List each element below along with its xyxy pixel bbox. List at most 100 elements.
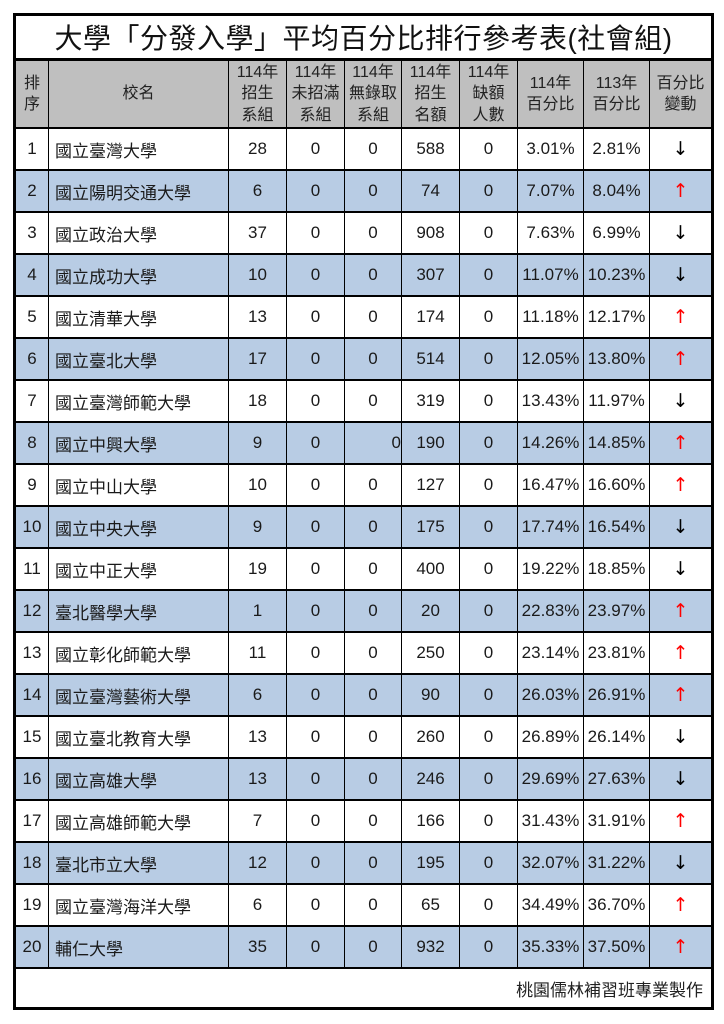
col-header-pct_114: 114年 百分比 <box>517 58 584 129</box>
shortage-cell: 0 <box>459 883 518 927</box>
table-row: 10 國立中央大學 9 0 0 175 0 17.74% 16.54% ↓ <box>14 505 714 549</box>
shortage-cell: 0 <box>459 211 518 255</box>
shortage-cell: 0 <box>459 673 518 717</box>
rank-cell: 11 <box>14 547 49 591</box>
quota-cell: 250 <box>401 631 460 675</box>
trend-up-arrow-icon: ↑ <box>648 421 714 465</box>
col-header-change: 百分比 變動 <box>648 58 714 129</box>
school-name-cell: 國立陽明交通大學 <box>48 169 229 213</box>
pct_114-cell: 12.05% <box>517 337 584 381</box>
quota-cell: 175 <box>401 505 460 549</box>
quota-cell: 514 <box>401 337 460 381</box>
pct_113-cell: 11.97% <box>583 379 650 423</box>
pct_114-cell: 34.49% <box>517 883 584 927</box>
unfilled-cell: 0 <box>286 757 345 801</box>
table-row: 16 國立高雄大學 13 0 0 246 0 29.69% 27.63% ↓ <box>14 757 714 801</box>
pct_114-cell: 19.22% <box>517 547 584 591</box>
trend-down-arrow-icon: ↓ <box>648 379 714 423</box>
pct_114-cell: 26.03% <box>517 673 584 717</box>
pct_114-cell: 29.69% <box>517 757 584 801</box>
shortage-cell: 0 <box>459 169 518 213</box>
no_admission-cell: 0 <box>344 421 402 465</box>
col-header-no_admission: 114年 無錄取 系組 <box>344 58 402 129</box>
rank-cell: 12 <box>14 589 49 633</box>
pct_114-cell: 22.83% <box>517 589 584 633</box>
rank-cell: 16 <box>14 757 49 801</box>
table-row: 8 國立中興大學 9 0 0 190 0 14.26% 14.85% ↑ <box>14 421 714 465</box>
rank-cell: 1 <box>14 127 49 171</box>
no_admission-cell: 0 <box>344 337 402 381</box>
school-name-cell: 國立高雄師範大學 <box>48 799 229 843</box>
groups-cell: 1 <box>228 589 287 633</box>
quota-cell: 174 <box>401 295 460 339</box>
unfilled-cell: 0 <box>286 505 345 549</box>
groups-cell: 37 <box>228 211 287 255</box>
pct_114-cell: 7.63% <box>517 211 584 255</box>
groups-cell: 18 <box>228 379 287 423</box>
unfilled-cell: 0 <box>286 127 345 171</box>
trend-down-arrow-icon: ↓ <box>648 211 714 255</box>
shortage-cell: 0 <box>459 505 518 549</box>
unfilled-cell: 0 <box>286 253 345 297</box>
pct_113-cell: 37.50% <box>583 925 650 969</box>
pct_114-cell: 17.74% <box>517 505 584 549</box>
col-header-school: 校名 <box>48 58 229 129</box>
page-title: 大學「分發入學」平均百分比排行參考表(社會組) <box>13 13 714 61</box>
shortage-cell: 0 <box>459 127 518 171</box>
no_admission-cell: 0 <box>344 169 402 213</box>
col-header-pct_113: 113年 百分比 <box>583 58 650 129</box>
school-name-cell: 國立清華大學 <box>48 295 229 339</box>
no_admission-cell: 0 <box>344 211 402 255</box>
no_admission-cell: 0 <box>344 295 402 339</box>
table-row: 15 國立臺北教育大學 13 0 0 260 0 26.89% 26.14% ↓ <box>14 715 714 759</box>
quota-cell: 190 <box>401 421 460 465</box>
groups-cell: 10 <box>228 253 287 297</box>
unfilled-cell: 0 <box>286 925 345 969</box>
shortage-cell: 0 <box>459 757 518 801</box>
no_admission-cell: 0 <box>344 799 402 843</box>
trend-up-arrow-icon: ↑ <box>648 673 714 717</box>
school-name-cell: 國立臺灣大學 <box>48 127 229 171</box>
pct_114-cell: 11.18% <box>517 295 584 339</box>
title-row: 大學「分發入學」平均百分比排行參考表(社會組) <box>13 13 714 61</box>
groups-cell: 10 <box>228 463 287 507</box>
shortage-cell: 0 <box>459 799 518 843</box>
pct_113-cell: 31.22% <box>583 841 650 885</box>
groups-cell: 11 <box>228 631 287 675</box>
no_admission-cell: 0 <box>344 379 402 423</box>
trend-up-arrow-icon: ↑ <box>648 883 714 927</box>
school-name-cell: 國立彰化師範大學 <box>48 631 229 675</box>
school-name-cell: 國立臺灣師範大學 <box>48 379 229 423</box>
pct_114-cell: 14.26% <box>517 421 584 465</box>
school-name-cell: 國立高雄大學 <box>48 757 229 801</box>
pct_114-cell: 13.43% <box>517 379 584 423</box>
groups-cell: 9 <box>228 421 287 465</box>
pct_114-cell: 31.43% <box>517 799 584 843</box>
table-row: 18 臺北市立大學 12 0 0 195 0 32.07% 31.22% ↓ <box>14 841 714 885</box>
pct_113-cell: 16.54% <box>583 505 650 549</box>
pct_113-cell: 8.04% <box>583 169 650 213</box>
school-name-cell: 國立臺北大學 <box>48 337 229 381</box>
quota-cell: 246 <box>401 757 460 801</box>
shortage-cell: 0 <box>459 841 518 885</box>
unfilled-cell: 0 <box>286 547 345 591</box>
table-row: 9 國立中山大學 10 0 0 127 0 16.47% 16.60% ↑ <box>14 463 714 507</box>
unfilled-cell: 0 <box>286 211 345 255</box>
rank-cell: 14 <box>14 673 49 717</box>
pct_114-cell: 35.33% <box>517 925 584 969</box>
shortage-cell: 0 <box>459 253 518 297</box>
unfilled-cell: 0 <box>286 169 345 213</box>
no_admission-cell: 0 <box>344 841 402 885</box>
school-name-cell: 國立臺灣海洋大學 <box>48 883 229 927</box>
credit-note: 桃園儒林補習班專業製作 <box>13 967 714 1010</box>
unfilled-cell: 0 <box>286 631 345 675</box>
shortage-cell: 0 <box>459 547 518 591</box>
quota-cell: 588 <box>401 127 460 171</box>
groups-cell: 12 <box>228 841 287 885</box>
pct_113-cell: 18.85% <box>583 547 650 591</box>
groups-cell: 6 <box>228 169 287 213</box>
school-name-cell: 國立政治大學 <box>48 211 229 255</box>
school-name-cell: 國立中央大學 <box>48 505 229 549</box>
groups-cell: 19 <box>228 547 287 591</box>
